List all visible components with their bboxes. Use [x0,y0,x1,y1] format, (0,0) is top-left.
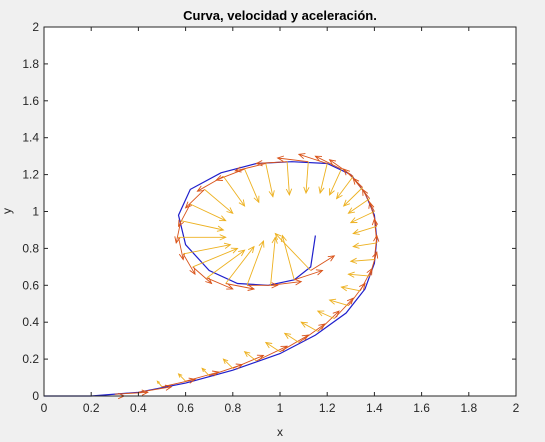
y-tick-label: 1.6 [22,94,39,108]
velocity-arrow [314,155,342,170]
acceleration-arrow [328,298,349,307]
acceleration-arrow [223,176,246,207]
acceleration-arrow [177,373,186,382]
acceleration-arrow [222,358,234,369]
acceleration-arrow [303,161,310,195]
x-axis-ticks: 0 0.2 0.4 0.6 0.8 1 1.2 1.4 1.6 1.8 2 [41,27,520,415]
velocity-arrow [114,389,149,396]
acceleration-arrow [246,239,265,286]
acceleration-arrow [318,163,328,195]
acceleration-arrow [352,242,377,249]
velocity-arrow [333,297,354,319]
acceleration-arrow [283,332,300,343]
acceleration-arrow [192,247,239,268]
acceleration-vectors [156,161,377,388]
acceleration-arrow [265,163,275,198]
velocity-arrow [185,370,220,382]
velocity-arrow [369,251,379,277]
acceleration-arrow [244,168,260,204]
y-tick-label: 0.6 [22,278,39,292]
velocity-arrow [310,255,336,271]
x-tick-label: 1.8 [460,401,477,415]
y-tick-label: 0.8 [22,241,39,255]
y-tick-label: 1 [32,205,39,219]
acceleration-arrow [243,351,257,362]
acceleration-arrow [329,168,342,196]
velocity-arrow [196,176,224,192]
velocity-arrow [294,269,324,281]
acceleration-arrow [201,367,210,377]
acceleration-arrow [206,249,246,279]
x-axis-label: x [277,425,283,439]
y-tick-label: 1.4 [22,131,39,145]
acceleration-arrow [270,236,278,286]
x-tick-label: 0.6 [177,401,194,415]
y-tick-label: 2 [32,20,39,34]
velocity-arrow [298,323,326,343]
velocity-arrow [270,279,303,286]
velocity-arrow [206,277,234,290]
acceleration-arrow [274,232,312,271]
acceleration-arrow [204,189,234,215]
velocity-arrow [276,155,309,163]
acceleration-arrow [335,176,354,200]
acceleration-arrow [225,245,255,284]
axes-background [44,27,516,396]
acceleration-arrow [183,242,232,255]
velocity-arrow [328,159,354,177]
y-tick-label: 1.2 [22,168,39,182]
x-tick-label: 1.4 [366,401,383,415]
x-tick-label: 0 [41,401,48,415]
velocity-arrow [184,189,205,209]
chart-title: Curva, velocidad y aceleración. [183,8,377,23]
acceleration-arrow [316,310,335,319]
acceleration-arrow [156,380,163,388]
acceleration-arrow [342,187,363,207]
acceleration-arrow [347,271,370,278]
acceleration-arrow [347,198,370,214]
x-tick-label: 0.4 [130,401,147,415]
y-axis-label: y [0,208,14,214]
x-tick-label: 1.2 [319,401,336,415]
x-tick-label: 0.2 [83,401,100,415]
x-tick-label: 0.8 [224,401,241,415]
x-tick-label: 1.6 [413,401,430,415]
y-tick-label: 0.2 [22,352,39,366]
y-axis-ticks: 0 0.2 0.4 0.6 0.8 1 1.2 1.4 1.6 1.8 2 [22,20,516,403]
velocity-vectors [91,153,380,400]
velocity-arrow [234,163,266,173]
acceleration-arrow [264,341,281,353]
acceleration-arrow [300,321,319,332]
y-tick-label: 0 [32,389,39,403]
velocity-arrow [161,377,197,388]
acceleration-arrow [349,257,375,264]
acceleration-arrow [352,225,377,235]
y-tick-label: 1.8 [22,57,39,71]
velocity-arrow [225,283,256,291]
velocity-arrow [182,253,196,276]
y-tick-label: 0.4 [22,315,39,329]
acceleration-arrow [180,220,225,232]
acceleration-arrow [285,161,293,196]
acceleration-arrow [178,234,227,241]
x-tick-label: 2 [513,401,520,415]
acceleration-arrow [340,285,361,292]
velocity-arrow [297,153,328,164]
x-tick-label: 1 [277,401,284,415]
acceleration-arrow [349,211,375,224]
acceleration-arrow [190,203,227,222]
velocity-arrow [279,334,310,353]
